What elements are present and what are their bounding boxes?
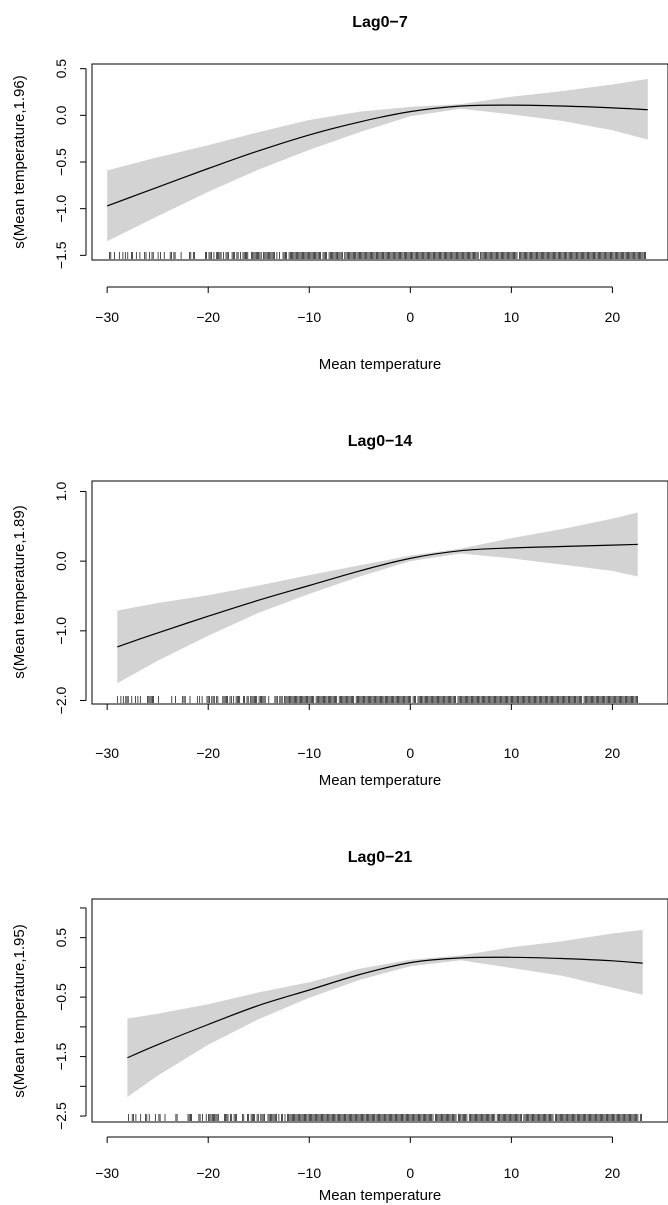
- fit-curve: [117, 543, 638, 648]
- plot-frame: [91, 63, 668, 261]
- y-tick-label: −1.0: [53, 617, 69, 645]
- x-tick-label: −10: [297, 1165, 321, 1181]
- y-tick-label: −2.5: [53, 1102, 69, 1130]
- confidence-band-layer: [117, 512, 638, 684]
- y-tick-label: −2.0: [53, 686, 69, 714]
- plot-frame: [91, 480, 668, 705]
- x-tick-label: −30: [95, 745, 119, 761]
- x-tick-label: 0: [406, 1165, 414, 1181]
- rug-ticks: [128, 1114, 642, 1121]
- y-axis-label: s(Mean temperature,1.96): [11, 75, 28, 248]
- y-axis: −2.0 −1.0 0.0 1.0: [53, 482, 87, 714]
- x-tick-label: −30: [95, 309, 119, 325]
- fit-curve-layer: [127, 956, 643, 1059]
- x-axis: −30 −20 −10 0 10 20: [95, 703, 621, 761]
- panel-lag0-7: Lag0−7 −30 −20 −10 0 10 20 −1.5 −1.0 −0.5 0.0 0.5…: [11, 14, 668, 373]
- chart-title: Lag0−21: [348, 849, 413, 866]
- rug-ticks: [109, 252, 646, 259]
- y-axis-label: s(Mean temperature,1.89): [11, 505, 28, 678]
- confidence-band: [117, 512, 638, 684]
- x-axis-label: Mean temperature: [319, 772, 442, 789]
- x-tick-label: 10: [504, 745, 520, 761]
- y-tick-label: 0.0: [53, 105, 69, 125]
- x-tick-label: 10: [504, 309, 520, 325]
- fit-curve-layer: [117, 543, 638, 648]
- x-tick-label: 20: [605, 745, 621, 761]
- x-axis: −30 −20 −10 0 10 20: [95, 286, 621, 325]
- confidence-band-layer: [107, 78, 648, 242]
- x-axis: −30 −20 −10 0 10 20: [95, 1136, 621, 1181]
- y-axis: −1.5 −1.0 −0.5 0.0 0.5: [53, 59, 87, 269]
- y-tick-label: −1.0: [53, 195, 69, 223]
- y-axis: −2.5 −1.5 −0.5 0.5: [53, 907, 87, 1130]
- rug-ticks: [116, 696, 638, 703]
- x-tick-label: 0: [406, 309, 414, 325]
- x-tick-label: −20: [196, 745, 220, 761]
- y-tick-label: 0.5: [53, 928, 69, 948]
- x-tick-label: 10: [504, 1165, 520, 1181]
- x-tick-label: 20: [605, 1165, 621, 1181]
- y-tick-label: −1.5: [53, 1043, 69, 1071]
- y-tick-label: 1.0: [53, 482, 69, 502]
- y-tick-label: −0.5: [53, 983, 69, 1011]
- x-tick-label: 0: [406, 745, 414, 761]
- y-tick-label: −0.5: [53, 148, 69, 176]
- x-tick-label: −10: [297, 745, 321, 761]
- y-tick-label: 0.0: [53, 551, 69, 571]
- y-tick-label: −1.5: [53, 241, 69, 269]
- confidence-band: [127, 929, 643, 1097]
- x-tick-label: −10: [297, 309, 321, 325]
- panel-lag0-21: Lag0−21 −30 −20 −10 0 10 20 −2.5 −1.5 −0.5 0.5 M…: [11, 849, 668, 1204]
- fit-curve: [127, 956, 643, 1059]
- plot-frame: [91, 898, 668, 1123]
- rug-layer: [109, 252, 646, 259]
- chart-title: Lag0−14: [348, 433, 413, 450]
- y-axis-label: s(Mean temperature,1.95): [11, 924, 28, 1097]
- x-axis-label: Mean temperature: [319, 356, 442, 373]
- x-tick-label: −20: [196, 309, 220, 325]
- chart-title: Lag0−7: [352, 14, 408, 31]
- fit-curve: [106, 104, 648, 207]
- y-tick-label: 0.5: [53, 59, 69, 79]
- rug-layer: [116, 696, 638, 703]
- confidence-band: [107, 78, 648, 242]
- rug-layer: [128, 1114, 642, 1121]
- x-tick-label: 20: [605, 309, 621, 325]
- x-tick-label: −20: [196, 1165, 220, 1181]
- fit-curve-layer: [106, 104, 648, 207]
- panel-lag0-14: Lag0−14 −30 −20 −10 0 10 20 −2.0 −1.0 0.0 1.0 Me…: [11, 433, 668, 789]
- x-tick-label: −30: [95, 1165, 119, 1181]
- x-axis-label: Mean temperature: [319, 1187, 442, 1204]
- confidence-band-layer: [127, 929, 643, 1097]
